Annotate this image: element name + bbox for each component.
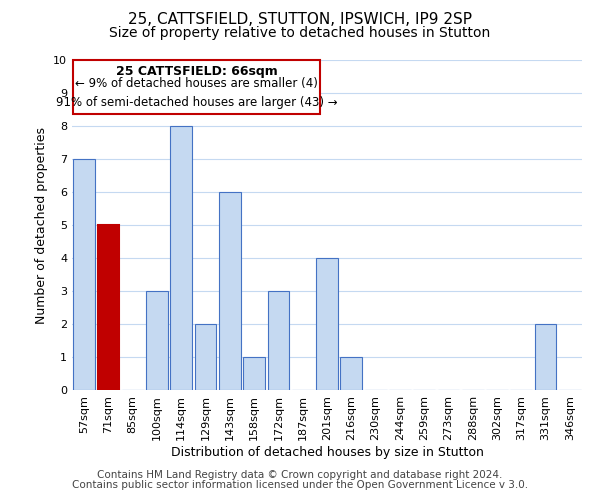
Text: Contains HM Land Registry data © Crown copyright and database right 2024.: Contains HM Land Registry data © Crown c…	[97, 470, 503, 480]
X-axis label: Distribution of detached houses by size in Stutton: Distribution of detached houses by size …	[170, 446, 484, 458]
Bar	[170, 126, 192, 390]
FancyBboxPatch shape	[73, 60, 320, 114]
Text: 25, CATTSFIELD, STUTTON, IPSWICH, IP9 2SP: 25, CATTSFIELD, STUTTON, IPSWICH, IP9 2S…	[128, 12, 472, 28]
Bar	[316, 258, 338, 390]
Bar	[219, 192, 241, 390]
Bar	[535, 324, 556, 390]
Y-axis label: Number of detached properties: Number of detached properties	[35, 126, 47, 324]
Text: Size of property relative to detached houses in Stutton: Size of property relative to detached ho…	[109, 26, 491, 40]
Text: 91% of semi-detached houses are larger (43) →: 91% of semi-detached houses are larger (…	[56, 96, 337, 108]
Bar	[194, 324, 217, 390]
Bar	[340, 357, 362, 390]
Bar	[73, 159, 95, 390]
Text: ← 9% of detached houses are smaller (4): ← 9% of detached houses are smaller (4)	[75, 78, 318, 90]
Bar	[243, 357, 265, 390]
Text: Contains public sector information licensed under the Open Government Licence v : Contains public sector information licen…	[72, 480, 528, 490]
Bar	[97, 225, 119, 390]
Bar	[146, 291, 168, 390]
Text: 25 CATTSFIELD: 66sqm: 25 CATTSFIELD: 66sqm	[116, 65, 277, 78]
Bar	[268, 291, 289, 390]
